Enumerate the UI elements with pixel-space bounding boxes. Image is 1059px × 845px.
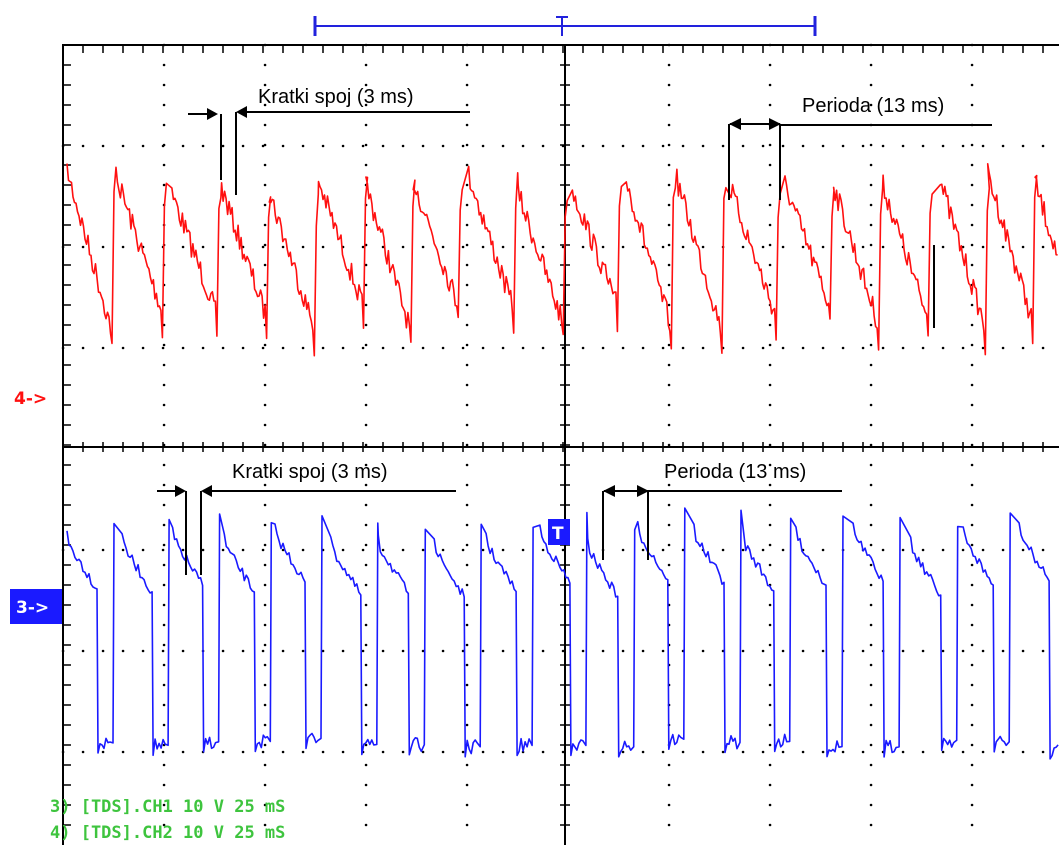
annotations: Kratki spoj (3 ms) Perioda (13 ms) Kratk…	[157, 86, 992, 575]
top-short-label: Kratki spoj (3 ms)	[258, 86, 414, 108]
ch3-trace	[66, 507, 1059, 760]
ch4-marker[interactable]: 4->	[14, 389, 47, 409]
top-short-annotation: Kratki spoj (3 ms)	[188, 86, 470, 195]
bottom-period-annotation: Perioda (13 ms)	[602, 461, 842, 560]
top-period-annotation: Perioda (13 ms)	[728, 95, 992, 200]
grid-ticks	[62, 44, 1044, 826]
ch3-marker-label: 3->	[16, 598, 49, 618]
status-line-ch1: 3) [TDS].CH1 10 V 25 mS	[50, 797, 285, 817]
bottom-short-annotation: Kratki spoj (3 ms)	[157, 461, 456, 575]
trigger-marker-label: T	[552, 524, 564, 544]
ch3-marker[interactable]: 3->	[10, 589, 62, 624]
bottom-period-label: Perioda (13 ms)	[664, 461, 806, 483]
time-window-bar	[313, 16, 817, 36]
bottom-short-label: Kratki spoj (3 ms)	[232, 461, 388, 483]
ch3-trace-group	[66, 507, 1059, 760]
status-line-ch2: 4) [TDS].CH2 10 V 25 mS	[50, 823, 285, 843]
grid	[61, 43, 1059, 845]
top-period-label: Perioda (13 ms)	[802, 95, 944, 117]
grid-dots	[61, 43, 1045, 827]
ch4-trace	[66, 163, 1058, 357]
ch4-trace-group	[66, 163, 1058, 357]
trigger-marker[interactable]: T	[548, 519, 570, 545]
trigger-marker-bg	[548, 519, 570, 545]
ch3-marker-bg	[10, 589, 62, 624]
